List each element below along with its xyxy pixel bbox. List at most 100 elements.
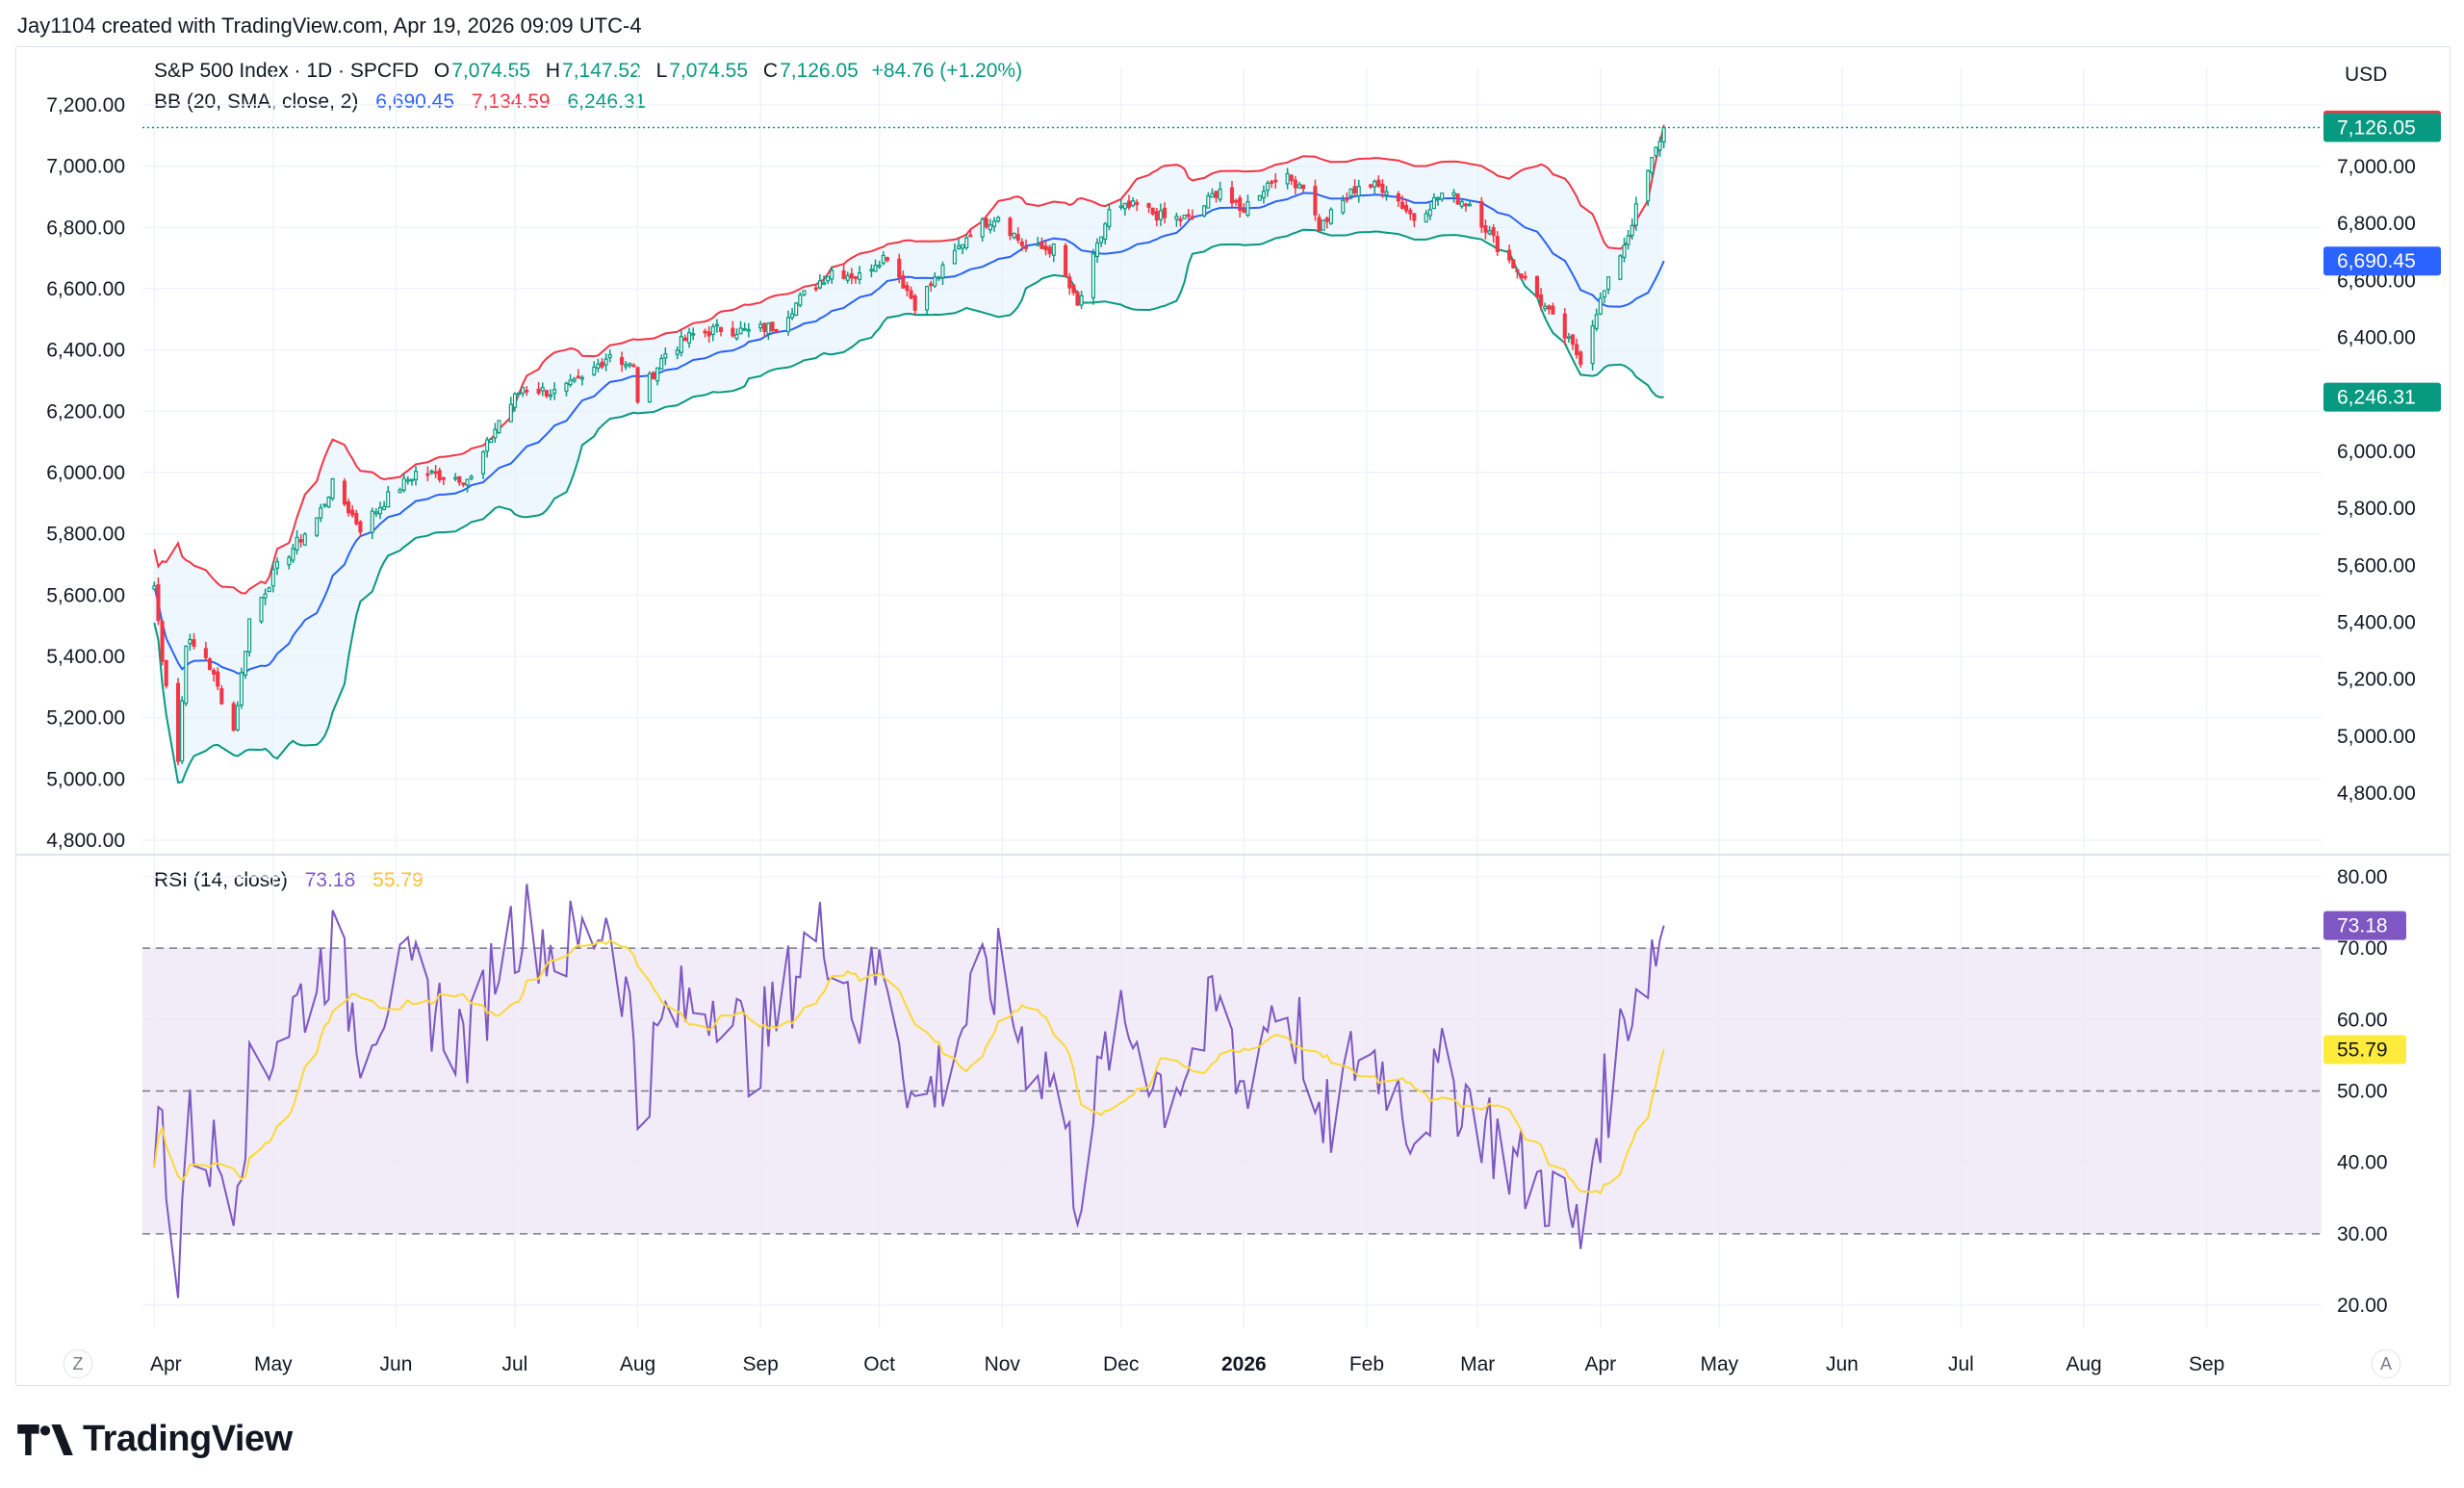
open-label: O (433, 60, 450, 82)
zoom-reset-button[interactable]: Z (64, 1349, 92, 1378)
currency-label[interactable]: USD (2345, 64, 2388, 86)
candle-body (1071, 284, 1076, 294)
x-axis-label: Apr (150, 1353, 182, 1375)
rsi-tag-label: 55.79 (2337, 1039, 2388, 1062)
candle-body (1341, 199, 1346, 214)
candle-body (377, 506, 383, 515)
candle-body (180, 700, 185, 762)
candle-body (176, 682, 181, 762)
chart-frame (15, 46, 2451, 1386)
candle-body (1523, 275, 1527, 279)
candle-body (1467, 203, 1473, 207)
candle-body (216, 671, 220, 687)
candle-body (1154, 211, 1159, 221)
candle-body (453, 476, 458, 480)
candle-body (1064, 244, 1068, 277)
x-axis-label: May (254, 1353, 293, 1375)
candle-body (398, 489, 402, 494)
rsi-axis-tick: 60.00 (2337, 1009, 2388, 1031)
candle-body (1257, 194, 1262, 201)
candle-body (1376, 179, 1381, 187)
candle-body (1146, 203, 1151, 208)
candle-body (1091, 253, 1095, 298)
candle-body (1551, 305, 1555, 315)
candle-body (1352, 186, 1357, 193)
candle-body (964, 237, 969, 248)
right-axis-tick: 6,000.00 (2337, 441, 2416, 463)
candle-body (274, 561, 279, 569)
symbol-label[interactable]: S&P 500 Index · 1D · SPCFD (154, 60, 420, 82)
candle-body (628, 363, 632, 367)
candle-body (924, 286, 930, 311)
candle-body (576, 375, 580, 379)
candle-body (548, 394, 553, 398)
rsi-value: 73.18 (304, 869, 356, 891)
candle-body (853, 276, 858, 279)
price-tag (2323, 382, 2441, 412)
bollinger-band-fill (154, 124, 1664, 783)
right-axis-tick: 5,800.00 (2337, 498, 2416, 520)
candle-body (1095, 242, 1100, 258)
bb-lower-value: 6,246.31 (567, 90, 647, 113)
candle-body (734, 334, 739, 340)
candle-body (239, 672, 244, 706)
candle-body (1126, 200, 1132, 208)
candle-body (1646, 169, 1651, 202)
price-tag (2323, 113, 2441, 142)
bb-label[interactable]: BB (20, SMA, close, 2) (154, 90, 359, 113)
x-axis-label: Mar (1460, 1353, 1495, 1375)
candle-body (1547, 305, 1552, 310)
bb-upper-value: 7,134.59 (471, 90, 551, 113)
candle-body (1495, 236, 1500, 253)
candle-body (1511, 259, 1516, 269)
candle-body (295, 536, 299, 551)
candle-body (212, 670, 217, 675)
candle-body (1373, 180, 1377, 188)
candle-body (758, 323, 763, 329)
candle-body (858, 271, 862, 280)
candle-body (373, 511, 378, 515)
candle-body (663, 352, 668, 359)
x-axis-label: Feb (1349, 1353, 1384, 1375)
price-tag (2323, 246, 2441, 276)
left-axis-tick: 7,200.00 (46, 94, 125, 116)
candle-body (1023, 246, 1028, 249)
auto-scale-button[interactable]: A (2372, 1349, 2400, 1378)
candle-body (291, 548, 295, 561)
close-value: 7,126.05 (780, 60, 859, 82)
x-axis-label: Sep (742, 1353, 778, 1375)
candle-body (330, 477, 335, 500)
candle-body (1356, 186, 1361, 196)
candle-body (873, 265, 878, 272)
left-axis-tick: 6,600.00 (46, 278, 125, 300)
candle-body (1036, 243, 1040, 246)
candle-body (350, 509, 355, 516)
candle-body (465, 478, 470, 486)
tradingview-logo[interactable]: TradingView (17, 1419, 293, 1460)
bollinger-lower-line (153, 228, 1664, 784)
right-axis-tick: 6,400.00 (2337, 327, 2416, 349)
candle-body (1245, 201, 1250, 217)
rsi-label[interactable]: RSI (14, close) (154, 869, 288, 891)
price-tag-label: 7,126.05 (2337, 117, 2416, 140)
candle-body (1270, 181, 1274, 184)
candle-body (433, 471, 438, 475)
candle-body (682, 337, 687, 342)
candle-body (980, 218, 985, 238)
candle-body (1131, 200, 1136, 207)
candle-body (382, 505, 387, 510)
candle-body (287, 556, 292, 566)
candle-body (885, 257, 889, 261)
candle-body (798, 295, 803, 306)
candle-body (1229, 187, 1235, 204)
candle-body (231, 703, 236, 731)
candle-body (1424, 213, 1428, 223)
candle-body (785, 317, 791, 333)
candle-body (901, 274, 906, 289)
candle-body (1012, 232, 1016, 239)
candle-body (1384, 191, 1389, 195)
candle-body (1324, 218, 1329, 222)
candle-body (1174, 216, 1179, 220)
candle-body (512, 393, 517, 408)
